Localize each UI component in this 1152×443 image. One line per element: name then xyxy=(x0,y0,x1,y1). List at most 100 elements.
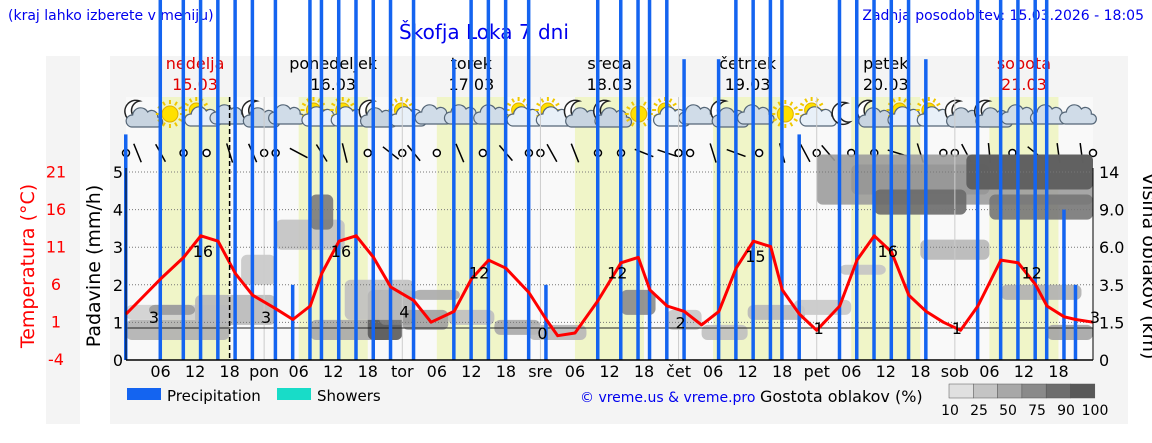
region-note[interactable]: (kraj lahko izberete v meniju) xyxy=(8,8,214,24)
sun-ray xyxy=(772,118,778,122)
precip-bar xyxy=(503,0,508,360)
day-name: nedelja xyxy=(166,54,225,73)
cloud-legend-title: Gostota oblakov (%) xyxy=(760,387,923,406)
wind-barb xyxy=(709,143,717,163)
day-name: petek xyxy=(863,54,909,73)
precip-axis-title: Padavine (mm/h) xyxy=(83,185,105,348)
precip-bar xyxy=(716,59,721,360)
cloud-density-label: 100 xyxy=(1082,403,1109,419)
moon-cloud-icon xyxy=(358,99,398,128)
cloud-density-swatch xyxy=(997,383,1023,399)
precip-bar xyxy=(1062,209,1066,360)
cloud-cover-patch xyxy=(874,189,967,215)
precip-bar xyxy=(319,0,324,360)
cloud-cover-patch xyxy=(701,324,748,340)
cloud-height-tick-label: 6.0 xyxy=(1099,238,1124,257)
sun-ray xyxy=(405,98,409,103)
cloud-density-swatch xyxy=(1045,383,1071,399)
temp-tick-label: 6 xyxy=(51,275,61,294)
precip-bar xyxy=(250,0,255,360)
x-tick-label: 12 xyxy=(599,362,619,381)
credit-link[interactable]: © vreme.us & vreme.pro xyxy=(580,390,755,406)
x-tick-label: 18 xyxy=(910,362,930,381)
day-name: ponedeljek xyxy=(289,54,378,73)
sun-ray xyxy=(184,102,189,107)
wind-barb xyxy=(455,143,465,163)
x-tick-label: 12 xyxy=(876,362,896,381)
precip-bar xyxy=(181,0,186,360)
cloud-shape xyxy=(736,104,775,125)
cloud-icon xyxy=(736,104,775,125)
last-updated: Zadnja posodobitev: 15.03.2026 - 18:05 xyxy=(862,8,1144,24)
temperature-label: 12 xyxy=(469,263,489,282)
wind-calm-marker xyxy=(478,148,488,158)
precip-bar xyxy=(975,0,980,361)
temperature-label: 1 xyxy=(952,319,962,338)
day-name: sreda xyxy=(587,54,631,73)
x-tick-label: čet xyxy=(666,362,691,381)
sun-disc xyxy=(161,105,179,123)
cloud-shape xyxy=(1059,104,1097,125)
sun-ray xyxy=(540,98,545,103)
sun-ray xyxy=(804,98,808,103)
temperature-label: 16 xyxy=(331,242,351,261)
precip-bar xyxy=(354,0,358,360)
precip-bar xyxy=(595,0,600,360)
sun-ray xyxy=(506,102,512,107)
legend: Precipitation Showers © vreme.us & vreme.p… xyxy=(127,383,1109,419)
sun-ray xyxy=(777,122,782,127)
wind-calm-marker xyxy=(754,148,764,158)
day-date: 18.03 xyxy=(587,75,633,94)
moon-cloud-icon xyxy=(124,99,164,128)
sun-ray xyxy=(162,122,166,127)
sun-ray xyxy=(668,98,673,103)
cloud-cover-patch xyxy=(528,324,587,340)
precip-bar xyxy=(665,0,669,361)
precip-bar xyxy=(1044,0,1049,361)
x-tick-label: 18 xyxy=(219,362,239,381)
sun-ray xyxy=(777,101,782,106)
x-tick-label: pon xyxy=(249,362,279,381)
precipitation-bars xyxy=(124,0,1078,361)
precip-bar xyxy=(526,0,531,360)
x-tick-label: 06 xyxy=(288,362,308,381)
day-date: 19.03 xyxy=(725,75,771,94)
precip-bar xyxy=(411,0,416,360)
day-date: 15.03 xyxy=(172,75,218,94)
sun-ray xyxy=(642,122,647,127)
sun-ray xyxy=(903,98,907,103)
left-axis-panel xyxy=(46,56,80,424)
cloud-height-tick-label: 9.0 xyxy=(1099,201,1124,220)
temp-tick-label: 21 xyxy=(46,163,66,182)
x-tick-label: 12 xyxy=(737,362,757,381)
cloud-height-tick-label: 3.5 xyxy=(1099,276,1124,295)
cloud-cover-patch xyxy=(126,319,230,340)
x-tick-label: 18 xyxy=(358,362,378,381)
sun-ray xyxy=(789,101,794,106)
cloud-density-swatch xyxy=(948,383,974,399)
wind-barb xyxy=(546,143,558,163)
sun-ray xyxy=(536,102,541,107)
precip-bar xyxy=(198,0,203,360)
legend-label: Showers xyxy=(317,387,381,405)
temperature-label: 2 xyxy=(675,313,685,332)
sun-ray xyxy=(203,102,209,107)
precip-bar xyxy=(469,0,473,360)
precip-bar xyxy=(273,0,278,360)
wind-calm-marker xyxy=(202,148,211,158)
cloud-density-swatch xyxy=(973,383,998,399)
moon-cloud-icon xyxy=(856,99,896,128)
sun-ray xyxy=(789,122,794,127)
temperature-label: 16 xyxy=(193,242,213,261)
sun-ray xyxy=(394,98,398,103)
x-tick-label: 12 xyxy=(323,362,343,381)
legend-swatch xyxy=(277,388,311,400)
cloud-height-tick-label: 14 xyxy=(1099,163,1119,182)
sun-ray xyxy=(511,98,515,103)
precip-bar xyxy=(290,284,295,360)
temperature-label: 12 xyxy=(1022,263,1042,282)
wind-row xyxy=(121,142,1098,164)
day-date: 20.03 xyxy=(863,75,909,94)
sun-ray xyxy=(350,102,355,107)
sun-ray xyxy=(346,98,351,103)
